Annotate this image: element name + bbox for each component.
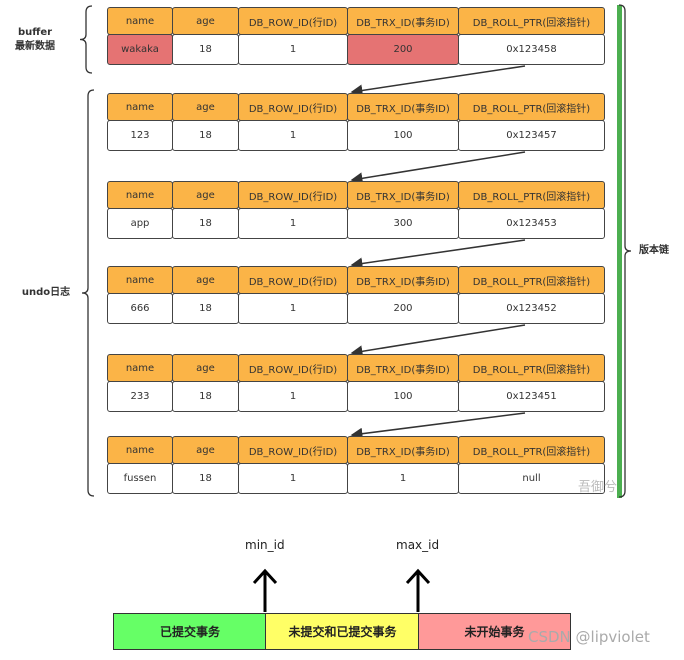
header-cell: age	[172, 181, 239, 209]
buffer-label-line2: 最新数据	[15, 41, 55, 52]
version-chain-bar	[617, 5, 622, 498]
data-cell: 0x123453	[458, 208, 605, 239]
data-cell: 0x123457	[458, 120, 605, 151]
buffer-label-line1: buffer	[17, 27, 53, 38]
data-cell: 1	[238, 208, 348, 239]
data-cell: null	[458, 463, 605, 494]
data-cell: 1	[238, 120, 348, 151]
header-cell: name	[107, 181, 173, 209]
buffer-record-table: name age DB_ROW_ID(行ID) DB_TRX_ID(事务ID) DB_R…	[107, 7, 605, 65]
not-started-segment: 未开始事务	[418, 613, 571, 650]
header-cell: DB_ROW_ID(行ID)	[238, 354, 348, 382]
data-cell: 123	[107, 120, 173, 151]
header-cell: DB_ROLL_PTR(回滚指针)	[458, 354, 605, 382]
undo-log-label: undo日志	[21, 287, 71, 298]
mixed-segment: 未提交和已提交事务	[265, 613, 420, 650]
version-chain-label: 版本链	[639, 245, 669, 256]
data-cell: 18	[172, 293, 239, 324]
header-cell: DB_ROLL_PTR(回滚指针)	[458, 266, 605, 294]
header-cell: DB_ROW_ID(行ID)	[238, 266, 348, 294]
data-cell: 18	[172, 208, 239, 239]
data-cell: 1	[238, 381, 348, 412]
segment-label: 已提交事务	[159, 625, 220, 639]
roll-pointer-arrow	[350, 151, 526, 185]
data-cell: 0x123451	[458, 381, 605, 412]
header-cell: name	[107, 436, 173, 464]
header-cell: DB_ROLL_PTR(回滚指针)	[458, 436, 605, 464]
data-cell: 18	[172, 381, 239, 412]
data-cell: 1	[347, 463, 459, 494]
data-cell: 233	[107, 381, 173, 412]
up-arrow-head-icon	[405, 568, 431, 585]
header-cell: DB_TRX_ID(事务ID)	[347, 436, 459, 464]
roll-pointer-arrow	[350, 65, 526, 97]
data-cell: 18	[172, 463, 239, 494]
segment-label: 未提交和已提交事务	[288, 625, 397, 639]
header-cell: age	[172, 436, 239, 464]
header-cell: DB_ROLL_PTR(回滚指针)	[458, 181, 605, 209]
undo-record-table: name age DB_ROW_ID(行ID) DB_TRX_ID(事务ID) DB_R…	[107, 436, 605, 494]
data-cell: 1	[238, 34, 348, 65]
data-cell: 200	[347, 293, 459, 324]
header-cell: DB_ROW_ID(行ID)	[238, 93, 348, 121]
roll-pointer-arrow	[350, 412, 526, 440]
data-cell: 666	[107, 293, 173, 324]
header-cell: DB_ROLL_PTR(回滚指针)	[458, 93, 605, 121]
data-cell: fussen	[107, 463, 173, 494]
undo-record-table: name age DB_ROW_ID(行ID) DB_TRX_ID(事务ID) DB_R…	[107, 93, 605, 151]
data-cell: app	[107, 208, 173, 239]
data-cell: 18	[172, 120, 239, 151]
min-id-label: min_id	[245, 538, 285, 552]
undo-record-table: name age DB_ROW_ID(行ID) DB_TRX_ID(事务ID) DB_R…	[107, 266, 605, 324]
data-cell: 1	[238, 463, 348, 494]
header-cell: DB_TRX_ID(事务ID)	[347, 266, 459, 294]
data-cell: 1	[238, 293, 348, 324]
data-cell: 100	[347, 120, 459, 151]
roll-pointer-arrow	[350, 324, 526, 358]
header-cell: DB_TRX_ID(事务ID)	[347, 354, 459, 382]
header-cell: name	[107, 354, 173, 382]
header-cell: age	[172, 7, 239, 35]
undo-record-table: name age DB_ROW_ID(行ID) DB_TRX_ID(事务ID) DB_R…	[107, 354, 605, 412]
header-cell: DB_ROW_ID(行ID)	[238, 436, 348, 464]
data-cell: 0x123452	[458, 293, 605, 324]
segment-label: 未开始事务	[464, 625, 525, 639]
max-id-label: max_id	[396, 538, 440, 552]
data-cell: 300	[347, 208, 459, 239]
buffer-brace-icon	[79, 5, 93, 74]
data-cell: 200	[347, 34, 459, 65]
header-cell: DB_ROW_ID(行ID)	[238, 7, 348, 35]
committed-segment: 已提交事务	[113, 613, 267, 650]
header-cell: age	[172, 93, 239, 121]
data-cell: 100	[347, 381, 459, 412]
wechat-watermark: 吾御兮	[578, 480, 618, 495]
header-cell: name	[107, 7, 173, 35]
data-cell: wakaka	[107, 34, 173, 65]
data-cell: 0x123458	[458, 34, 605, 65]
buffer-label: buffer 最新数据	[10, 26, 60, 54]
data-cell: 18	[172, 34, 239, 65]
header-cell: age	[172, 354, 239, 382]
header-cell: DB_TRX_ID(事务ID)	[347, 181, 459, 209]
header-cell: DB_ROW_ID(行ID)	[238, 181, 348, 209]
version-chain-brace-icon	[618, 4, 632, 498]
header-cell: name	[107, 266, 173, 294]
header-cell: DB_ROLL_PTR(回滚指针)	[458, 7, 605, 35]
header-cell: age	[172, 266, 239, 294]
undo-brace-icon	[81, 89, 95, 497]
undo-record-table: name age DB_ROW_ID(行ID) DB_TRX_ID(事务ID) DB_R…	[107, 181, 605, 239]
header-cell: DB_TRX_ID(事务ID)	[347, 93, 459, 121]
header-cell: DB_TRX_ID(事务ID)	[347, 7, 459, 35]
csdn-watermark: CSDN @lipviolet	[528, 628, 650, 646]
up-arrow-head-icon	[252, 568, 278, 585]
header-cell: name	[107, 93, 173, 121]
roll-pointer-arrow	[350, 239, 526, 270]
